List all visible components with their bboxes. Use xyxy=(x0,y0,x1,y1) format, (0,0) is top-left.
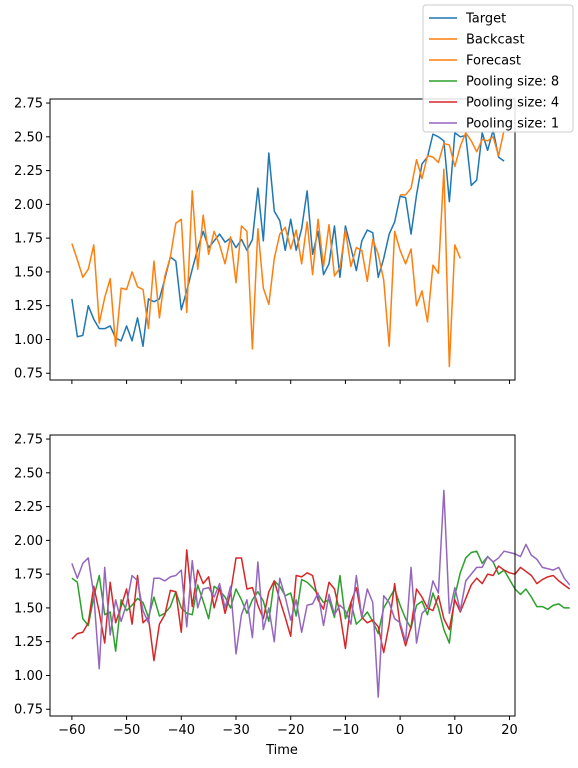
top-y-tick-label: 1.25 xyxy=(14,299,43,314)
bottom-y-tick-label: 1.25 xyxy=(14,635,43,650)
bottom-panel-frame xyxy=(49,434,516,717)
bottom-x-tick-label: −10 xyxy=(332,723,359,738)
bottom-x-tick-label: −50 xyxy=(113,723,140,738)
top-panel-x-ticks xyxy=(71,380,511,384)
top-y-tick-label: 2.00 xyxy=(14,198,43,213)
top-panel-frame xyxy=(49,98,516,381)
legend-label-pooling-size-8: Pooling size: 8 xyxy=(466,75,559,90)
bottom-x-tick-label: 20 xyxy=(501,723,518,738)
bottom-series-pooling-size-1-line xyxy=(71,489,571,698)
legend: Target Backcast Forecast Pooling size: 8 Poo… xyxy=(422,4,574,133)
legend-label-forecast: Forecast xyxy=(466,54,521,69)
bottom-x-tick-label: −20 xyxy=(277,723,304,738)
top-panel-lines xyxy=(71,129,505,368)
top-y-tick-label: 1.50 xyxy=(14,265,43,280)
x-axis-title: Time xyxy=(265,743,298,758)
bottom-y-tick-label: 2.75 xyxy=(14,433,43,448)
bottom-x-tick-label: 10 xyxy=(447,723,464,738)
bottom-y-tick-label: 1.00 xyxy=(14,669,43,684)
legend-item-pooling-size-4: Pooling size: 4 xyxy=(429,96,559,111)
bottom-y-tick-label: 1.75 xyxy=(14,568,43,583)
bottom-x-tick-label: 0 xyxy=(396,723,404,738)
top-panel-y-ticks: 0.75 1.00 1.25 1.50 1.75 2.00 2.25 2.50 2.75 xyxy=(14,97,50,382)
top-panel: 0.75 1.00 1.25 1.50 1.75 2.00 2.25 2.50 2.75 xyxy=(14,97,516,384)
legend-item-pooling-size-1: Pooling size: 1 xyxy=(429,117,559,132)
bottom-panel-lines xyxy=(71,489,571,698)
bottom-x-tick-label: −60 xyxy=(58,723,85,738)
legend-item-target: Target xyxy=(429,12,506,27)
top-y-tick-label: 2.75 xyxy=(14,97,43,112)
top-series-target-line xyxy=(71,129,505,347)
legend-box xyxy=(422,4,574,133)
top-series-forecast-line xyxy=(400,129,505,196)
bottom-y-tick-label: 1.50 xyxy=(14,601,43,616)
bottom-y-tick-label: 2.25 xyxy=(14,500,43,515)
legend-item-pooling-size-8: Pooling size: 8 xyxy=(429,75,559,90)
legend-item-backcast: Backcast xyxy=(429,33,525,48)
bottom-x-tick-label: −40 xyxy=(168,723,195,738)
bottom-panel-x-ticks: −60 −50 −40 −30 −20 −10 0 10 20 xyxy=(58,716,518,738)
bottom-y-tick-label: 2.50 xyxy=(14,466,43,481)
legend-label-backcast: Backcast xyxy=(466,33,525,48)
bottom-series-pooling-size-4-line xyxy=(71,549,571,662)
legend-label-pooling-size-4: Pooling size: 4 xyxy=(466,96,559,111)
legend-label-pooling-size-1: Pooling size: 1 xyxy=(466,117,559,132)
bottom-y-tick-label: 0.75 xyxy=(14,703,43,718)
top-y-tick-label: 1.75 xyxy=(14,232,43,247)
top-y-tick-label: 1.00 xyxy=(14,333,43,348)
legend-label-target: Target xyxy=(465,12,506,27)
bottom-panel: −60 −50 −40 −30 −20 −10 0 10 20 0.75 1.00 1.25 1.50… xyxy=(14,433,571,758)
bottom-y-tick-label: 2.00 xyxy=(14,534,43,549)
top-y-tick-label: 2.25 xyxy=(14,164,43,179)
top-series-backcast-line xyxy=(71,168,461,368)
top-y-tick-label: 0.75 xyxy=(14,367,43,382)
bottom-x-tick-label: −30 xyxy=(222,723,249,738)
top-y-tick-label: 2.50 xyxy=(14,130,43,145)
legend-item-forecast: Forecast xyxy=(429,54,521,69)
legend-items: Target Backcast Forecast Pooling size: 8 Poo… xyxy=(429,12,559,132)
bottom-panel-y-ticks: 0.75 1.00 1.25 1.50 1.75 2.00 2.25 2.50 2.75 xyxy=(14,433,50,718)
